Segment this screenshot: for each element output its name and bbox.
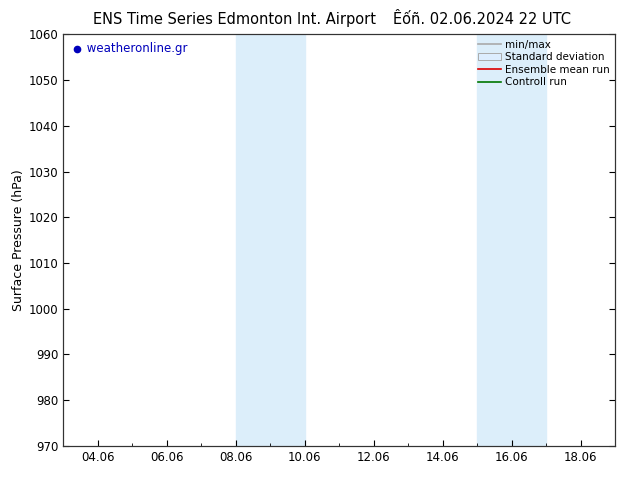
Text: weatheronline.gr: weatheronline.gr: [82, 42, 187, 55]
Bar: [236, 34, 305, 446]
Legend: min/max, Standard deviation, Ensemble mean run, Controll run: min/max, Standard deviation, Ensemble me…: [476, 37, 612, 89]
Bar: [477, 34, 546, 446]
Text: ENS Time Series Edmonton Int. Airport: ENS Time Series Edmonton Int. Airport: [93, 12, 376, 27]
Y-axis label: Surface Pressure (hPa): Surface Pressure (hPa): [11, 169, 25, 311]
Text: Êốñ. 02.06.2024 22 UTC: Êốñ. 02.06.2024 22 UTC: [393, 12, 571, 27]
